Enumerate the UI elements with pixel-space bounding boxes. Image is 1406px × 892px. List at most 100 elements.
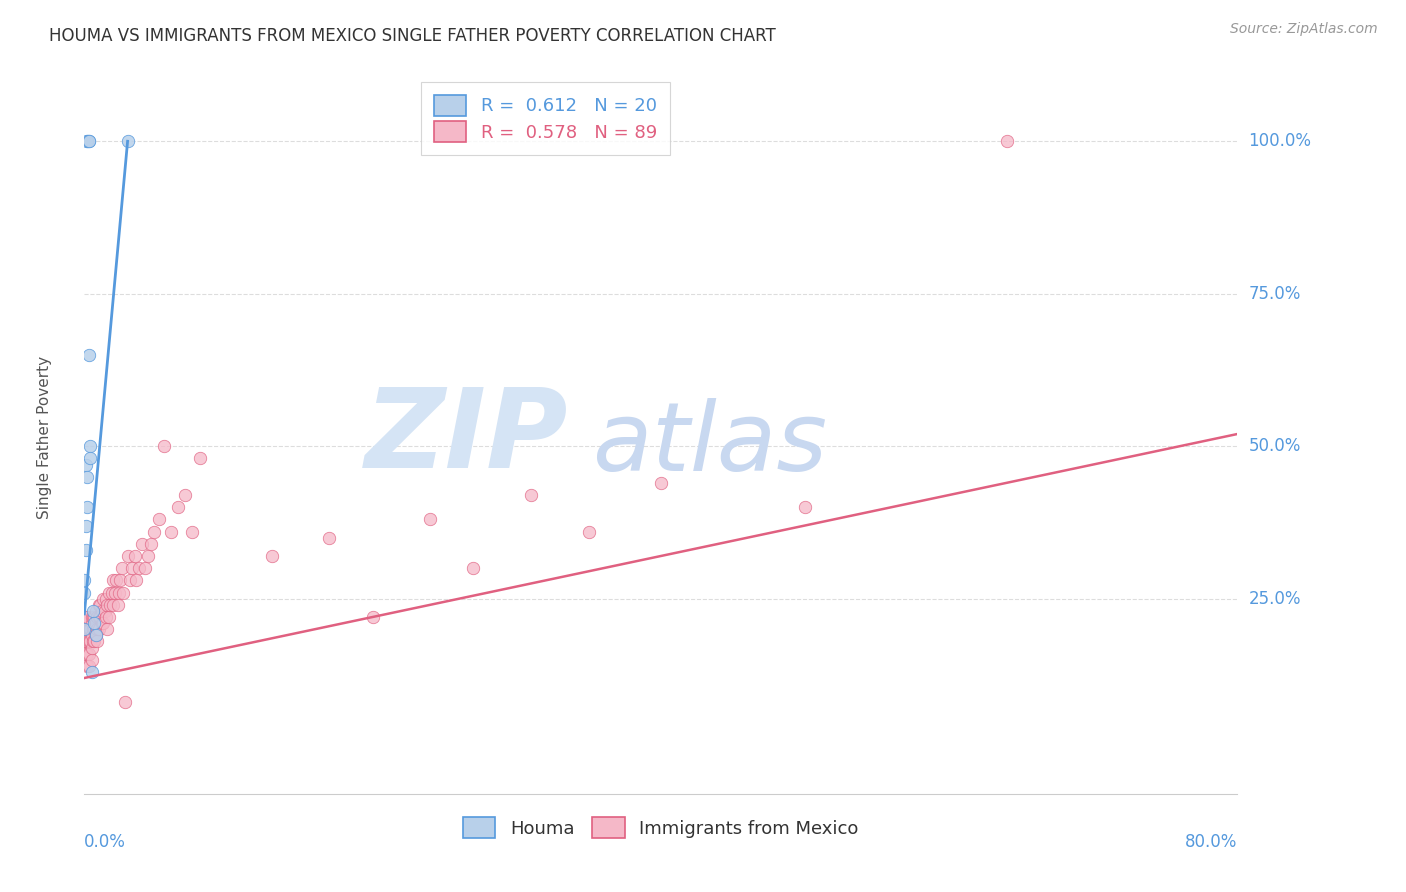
Point xyxy=(995,134,1018,148)
Point xyxy=(103,598,124,612)
Point xyxy=(75,542,97,557)
Point xyxy=(100,585,122,599)
Point xyxy=(84,628,107,642)
Point xyxy=(82,610,104,624)
Text: HOUMA VS IMMIGRANTS FROM MEXICO SINGLE FATHER POVERTY CORRELATION CHART: HOUMA VS IMMIGRANTS FROM MEXICO SINGLE F… xyxy=(49,27,776,45)
Point xyxy=(76,500,98,515)
Text: 50.0%: 50.0% xyxy=(1249,437,1301,455)
Point xyxy=(139,537,162,551)
Text: Source: ZipAtlas.com: Source: ZipAtlas.com xyxy=(1230,22,1378,37)
Point xyxy=(80,616,103,631)
Text: 100.0%: 100.0% xyxy=(1249,132,1312,150)
Point xyxy=(84,628,107,642)
Point xyxy=(84,604,107,618)
Point xyxy=(91,616,114,631)
Point xyxy=(76,647,98,661)
Point xyxy=(148,512,170,526)
Point xyxy=(75,518,97,533)
Point xyxy=(160,524,183,539)
Point xyxy=(77,647,100,661)
Point xyxy=(79,439,101,453)
Point xyxy=(76,134,98,148)
Point xyxy=(131,537,153,551)
Point xyxy=(76,658,98,673)
Point xyxy=(520,488,543,502)
Point xyxy=(104,585,127,599)
Point xyxy=(90,604,112,618)
Text: 25.0%: 25.0% xyxy=(1249,590,1301,607)
Point xyxy=(318,531,340,545)
Point xyxy=(86,622,108,636)
Point xyxy=(76,634,98,648)
Point xyxy=(80,610,103,624)
Point xyxy=(124,549,146,563)
Point xyxy=(83,610,105,624)
Point xyxy=(188,451,211,466)
Text: 80.0%: 80.0% xyxy=(1185,833,1237,851)
Point xyxy=(97,585,120,599)
Point xyxy=(463,561,485,575)
Point xyxy=(419,512,441,526)
Point xyxy=(136,549,159,563)
Legend: Houma, Immigrants from Mexico: Houma, Immigrants from Mexico xyxy=(453,806,869,849)
Point xyxy=(112,585,135,599)
Point xyxy=(97,610,120,624)
Point xyxy=(75,458,97,472)
Point xyxy=(650,475,672,490)
Point xyxy=(103,574,124,588)
Point xyxy=(75,610,97,624)
Point xyxy=(76,622,98,636)
Point xyxy=(86,634,108,648)
Point xyxy=(260,549,283,563)
Point xyxy=(111,561,134,575)
Point xyxy=(87,598,110,612)
Point xyxy=(117,134,139,148)
Point xyxy=(80,665,103,679)
Point xyxy=(76,469,98,483)
Point xyxy=(108,585,131,599)
Point xyxy=(96,598,118,612)
Text: 0.0%: 0.0% xyxy=(84,833,127,851)
Point xyxy=(86,610,108,624)
Point xyxy=(125,574,148,588)
Point xyxy=(77,658,100,673)
Point xyxy=(76,610,98,624)
Point xyxy=(120,574,142,588)
Point xyxy=(114,695,136,709)
Point xyxy=(73,634,96,648)
Point xyxy=(82,604,104,618)
Point xyxy=(181,524,204,539)
Point xyxy=(94,610,117,624)
Point xyxy=(152,439,174,453)
Point xyxy=(75,622,97,636)
Point xyxy=(89,610,111,624)
Point xyxy=(87,622,110,636)
Point xyxy=(134,561,156,575)
Point xyxy=(121,561,143,575)
Text: ZIP: ZIP xyxy=(366,384,568,491)
Point xyxy=(98,598,121,612)
Text: atlas: atlas xyxy=(592,398,827,491)
Point xyxy=(77,634,100,648)
Point xyxy=(76,134,98,148)
Point xyxy=(82,634,104,648)
Text: 75.0%: 75.0% xyxy=(1249,285,1301,302)
Point xyxy=(83,634,105,648)
Point xyxy=(82,622,104,636)
Point xyxy=(75,647,97,661)
Point xyxy=(94,591,117,606)
Point xyxy=(117,549,139,563)
Point xyxy=(77,134,100,148)
Point xyxy=(87,610,110,624)
Point xyxy=(167,500,190,515)
Point xyxy=(578,524,600,539)
Point xyxy=(73,574,96,588)
Point xyxy=(77,622,100,636)
Point xyxy=(93,604,115,618)
Point xyxy=(80,653,103,667)
Point xyxy=(89,598,111,612)
Point xyxy=(79,622,101,636)
Point xyxy=(77,134,100,148)
Point xyxy=(90,616,112,631)
Point xyxy=(79,451,101,466)
